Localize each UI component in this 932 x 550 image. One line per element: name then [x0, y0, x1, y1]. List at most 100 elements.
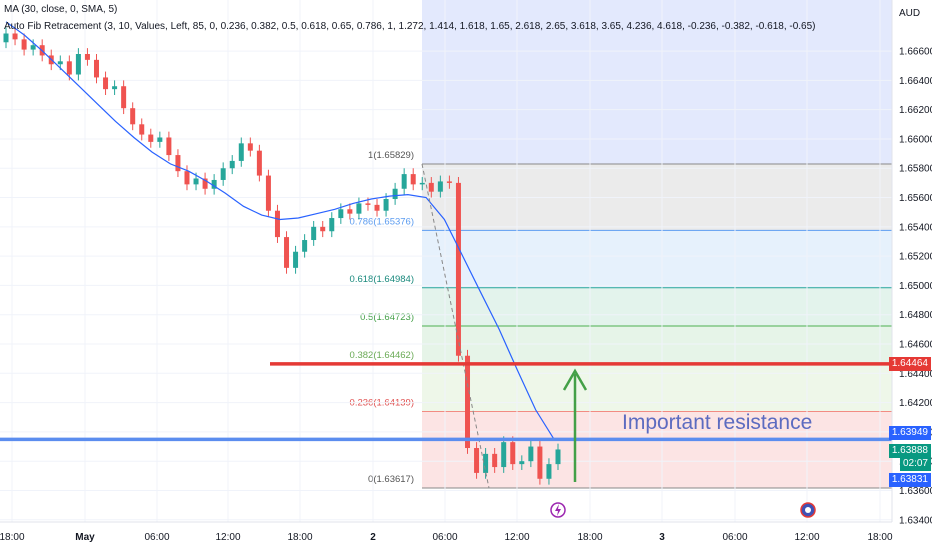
- fib-level-label: 0(1.63617): [368, 474, 414, 485]
- candle-body: [446, 181, 452, 183]
- candle-body: [193, 178, 199, 185]
- x-axis-tick-label: 06:00: [144, 532, 169, 543]
- y-axis-tick-label: 1.64800: [899, 310, 932, 321]
- important-resistance-label: Important resistance: [622, 411, 813, 434]
- candle-body: [320, 226, 326, 232]
- y-axis-tick-label: 1.66200: [899, 105, 932, 116]
- candle-body: [492, 453, 498, 468]
- candle-body: [75, 53, 81, 75]
- candle-body: [537, 446, 543, 479]
- candle-body: [356, 203, 362, 214]
- candle-body: [265, 175, 271, 211]
- x-axis-tick-label: 18:00: [577, 532, 602, 543]
- x-axis-tick-label: 06:00: [722, 532, 747, 543]
- candle-body: [175, 155, 181, 172]
- fib-level-label: 0.618(1.64984): [350, 274, 414, 285]
- y-axis-tick-label: 1.64200: [899, 398, 932, 409]
- y-axis-tick-label: 1.64400: [899, 369, 932, 380]
- candle-body: [392, 188, 398, 200]
- candle-body: [12, 33, 18, 40]
- last-price-tag: 1.63888: [888, 444, 931, 458]
- y-axis-tick-label: 1.65000: [899, 281, 932, 292]
- y-axis-tick-label: 1.66400: [899, 76, 932, 87]
- candle-body: [465, 355, 471, 449]
- candle-body: [84, 53, 90, 60]
- blue-level-price-tag: 1.63949: [888, 426, 931, 440]
- candle-body: [519, 461, 525, 465]
- low-price-tag: 1.63831: [888, 473, 931, 487]
- x-axis-tick-label: 06:00: [432, 532, 457, 543]
- y-axis-tick-label: 1.65800: [899, 164, 932, 175]
- x-axis-tick-label: 12:00: [794, 532, 819, 543]
- fib-zone: [422, 230, 892, 288]
- x-axis-tick-label: 3: [659, 532, 665, 543]
- y-axis-tick-label: 1.64600: [899, 340, 932, 351]
- candle-body: [148, 134, 154, 142]
- fib-level-label: 1(1.65829): [368, 150, 414, 161]
- candle-body: [21, 39, 27, 50]
- up-arrow-icon: [562, 368, 588, 391]
- x-axis-tick-label: 18:00: [0, 532, 25, 543]
- candle-body: [501, 442, 507, 468]
- fib-zone: [422, 326, 892, 365]
- y-axis-tick-label: 1.65200: [899, 252, 932, 263]
- candle-body: [211, 179, 217, 189]
- fib-level-label: 0.382(1.64462): [350, 350, 414, 361]
- candle-body: [410, 174, 416, 185]
- candle-body: [157, 137, 163, 142]
- candle-body: [338, 209, 344, 219]
- y-axis-tick-label: 1.63400: [899, 515, 932, 526]
- candle-body: [483, 453, 489, 473]
- candle-body: [202, 178, 208, 189]
- candle-body: [401, 174, 407, 189]
- fib-level-label: 0.5(1.64723): [360, 312, 414, 323]
- fib-zone: [422, 364, 892, 412]
- candle-body: [365, 203, 371, 205]
- candle-body: [383, 199, 389, 211]
- candle-body: [347, 209, 353, 214]
- candle-body: [130, 108, 136, 125]
- x-axis-tick-label: 12:00: [215, 532, 240, 543]
- candle-body: [419, 182, 425, 185]
- candle-body: [329, 218, 335, 232]
- candle-body: [284, 237, 290, 268]
- candle-body: [428, 182, 434, 192]
- fib-anchor-line: [421, 163, 490, 489]
- countdown-tag: 02:07: [899, 457, 931, 471]
- candle-body: [93, 59, 99, 78]
- y-axis-tick-label: 1.66600: [899, 47, 932, 58]
- candle-body: [311, 226, 317, 241]
- ma-legend[interactable]: MA (30, close, 0, SMA, 5): [4, 4, 118, 15]
- candle-body: [30, 45, 36, 50]
- fib-level-label: 0.786(1.65376): [350, 216, 414, 227]
- economic-event-dot: [805, 507, 811, 513]
- fib-zone: [422, 411, 892, 488]
- lightning-bolt-icon: [555, 504, 561, 516]
- candle-body: [437, 181, 443, 192]
- currency-label: AUD: [899, 8, 921, 19]
- x-axis-tick-label: May: [75, 532, 95, 543]
- fib-extension-zone: [422, 0, 892, 164]
- fib-legend[interactable]: Auto Fib Retracement (3, 10, Values, Lef…: [4, 21, 816, 32]
- x-axis-tick-label: 12:00: [504, 532, 529, 543]
- candle-body: [103, 77, 109, 90]
- red-level-price-tag: 1.64464: [888, 357, 931, 371]
- candle-body: [302, 240, 308, 252]
- moving-average-line: [5, 21, 555, 440]
- candle-body: [3, 33, 9, 43]
- y-axis-tick-label: 1.65600: [899, 193, 932, 204]
- candle-body: [546, 464, 552, 479]
- candle-body: [474, 448, 480, 473]
- candle-body: [274, 210, 280, 238]
- y-axis-tick-label: 1.65400: [899, 222, 932, 233]
- candle-body: [229, 160, 235, 169]
- y-axis-tick-label: 1.63600: [899, 486, 932, 497]
- fib-zone: [422, 287, 892, 326]
- candle-body: [293, 251, 299, 268]
- candle-body: [555, 449, 561, 465]
- candle-body: [510, 442, 516, 465]
- x-axis-tick-label: 2: [370, 532, 376, 543]
- candle-body: [121, 86, 127, 109]
- candle-body: [112, 86, 118, 90]
